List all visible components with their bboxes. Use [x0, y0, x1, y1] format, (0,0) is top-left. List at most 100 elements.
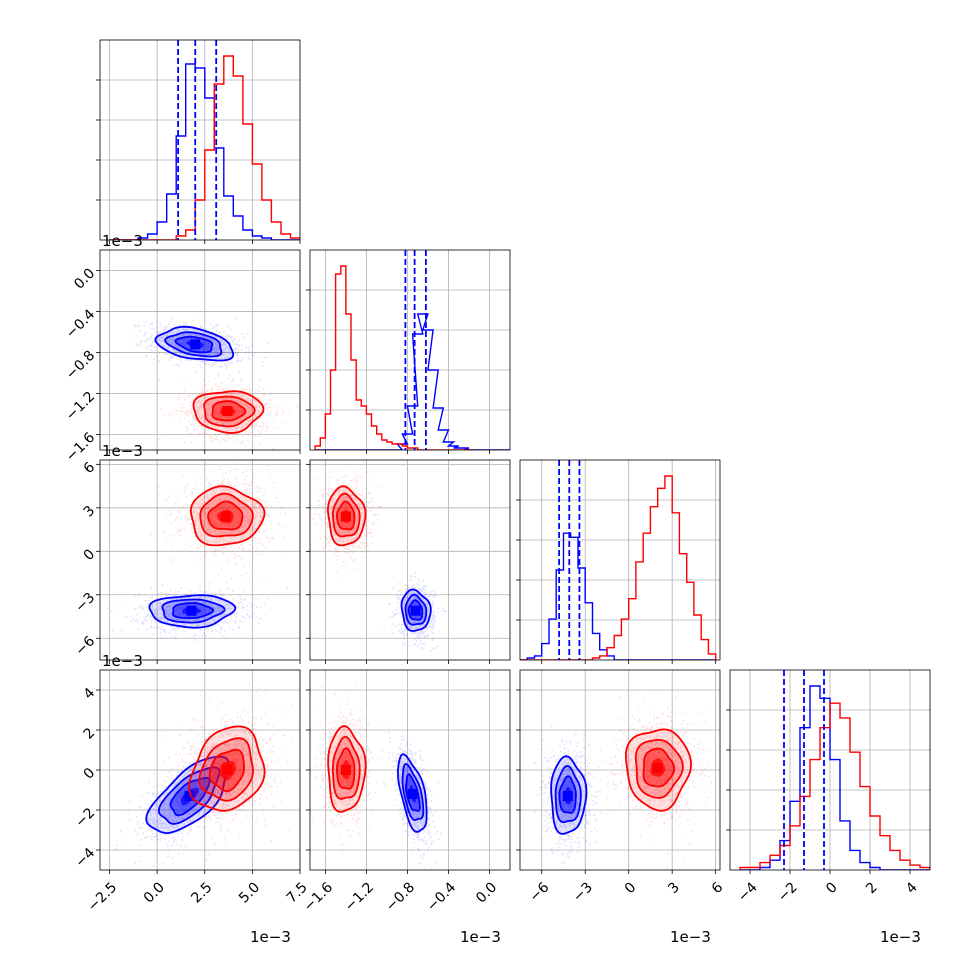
contour-blue	[405, 773, 421, 812]
y-offset-label: 1e−3	[102, 442, 143, 460]
contour-blue	[148, 594, 237, 629]
contour-red	[634, 739, 684, 799]
density-peak-red	[652, 763, 663, 773]
contour-red	[189, 485, 266, 547]
contour-red	[332, 735, 361, 800]
x-tick-label: −2.5	[85, 879, 120, 914]
x-tick-label: 2.5	[188, 879, 215, 906]
panel-frame-v2-v2	[309, 249, 511, 451]
contour-blue	[404, 593, 428, 626]
x-tick-label: 3	[665, 879, 683, 897]
x-offset-label: 1e−3	[670, 928, 711, 946]
contour-red	[327, 725, 367, 813]
y-tick-label: −0.8	[63, 348, 98, 383]
contour-blue	[554, 765, 582, 823]
density-peak-blue	[562, 791, 573, 801]
y-tick-label: −4	[72, 845, 98, 871]
y-tick-label: 6	[81, 459, 99, 477]
contour-blue	[401, 763, 425, 821]
contour-red	[326, 485, 367, 547]
y-tick-label: 3	[81, 503, 99, 521]
contour-blue	[407, 599, 424, 621]
y-tick-label: 4	[81, 685, 99, 703]
histogram-step-blue	[520, 532, 716, 660]
x-tick-label: −4	[735, 879, 761, 905]
density-peak-blue	[190, 339, 201, 350]
histogram-v4	[730, 670, 930, 870]
contour-blue	[550, 755, 588, 835]
density-peak-red	[340, 765, 351, 775]
contour-blue	[169, 776, 211, 817]
histogram-step-blue	[109, 63, 300, 240]
panel-frame-v1-v1	[99, 39, 301, 241]
contour-blue	[558, 775, 577, 814]
density-peak-red	[222, 765, 233, 775]
histogram-step-blue	[315, 313, 510, 450]
x-tick-label: 4	[903, 879, 921, 897]
panel-v1-v4	[100, 670, 300, 870]
histogram-v2	[310, 250, 510, 450]
panel-frame-v2-v3	[309, 459, 511, 661]
density-peak-red	[222, 406, 233, 417]
histogram-v1	[100, 40, 300, 240]
density-peak-red	[220, 511, 231, 522]
contour-red	[192, 390, 265, 434]
histogram-step-red	[109, 55, 300, 240]
contour-blue	[171, 602, 215, 619]
y-tick-label: 0	[81, 765, 99, 783]
y-offset-label: 1e−3	[102, 652, 143, 670]
contour-red	[336, 500, 356, 531]
contour-blue	[174, 335, 214, 354]
histogram-v3	[520, 460, 720, 660]
contour-red	[336, 747, 356, 790]
contour-red	[332, 492, 361, 538]
x-tick-label: −1.2	[342, 879, 377, 914]
panel-v2-v4	[310, 670, 510, 870]
panel-v2-v3	[310, 460, 510, 660]
contour-blue	[164, 331, 223, 358]
x-tick-label: −3	[570, 879, 596, 905]
x-tick-label: 0	[823, 879, 841, 897]
x-tick-label: 6	[709, 879, 727, 897]
x-tick-label: −1.6	[301, 879, 336, 914]
panel-frame-v1-v3	[99, 459, 301, 661]
y-tick-label: −3	[72, 590, 98, 616]
x-tick-label: −6	[527, 879, 553, 905]
contour-red	[203, 395, 256, 428]
x-tick-label: −0.4	[424, 879, 459, 914]
x-offset-label: 1e−3	[250, 928, 291, 946]
histogram-step-red	[314, 265, 475, 450]
y-tick-label: −2	[72, 805, 98, 831]
contour-red	[188, 725, 266, 812]
y-tick-label: −1.6	[63, 430, 98, 465]
panel-frame-v1-v2	[99, 249, 301, 451]
panel-frame-v3-v3	[519, 459, 721, 661]
histogram-step-red	[739, 702, 930, 870]
y-tick-label: 2	[81, 725, 99, 743]
contour-red	[208, 748, 246, 793]
x-tick-label: 0.0	[473, 879, 500, 906]
x-tick-label: 2	[863, 879, 881, 897]
contour-red	[199, 492, 254, 538]
contour-blue	[154, 325, 235, 362]
scatter-blue	[100, 317, 269, 382]
y-tick-label: −1.2	[63, 389, 98, 424]
histogram-step-blue	[740, 685, 930, 870]
scatter-red	[150, 462, 287, 582]
y-offset-label: 1e−3	[102, 232, 143, 250]
panel-v3-v4	[520, 670, 720, 870]
panel-v1-v3	[100, 460, 300, 660]
x-offset-label: 1e−3	[880, 928, 921, 946]
contour-blue	[396, 753, 428, 833]
y-tick-label: −6	[72, 633, 98, 659]
y-tick-label: 0	[81, 546, 99, 564]
panel-v1-v2	[100, 250, 300, 450]
density-peak-blue	[186, 605, 197, 616]
histogram-step-red	[520, 475, 717, 660]
contour-blue	[145, 755, 230, 835]
x-tick-label: 0.0	[141, 879, 168, 906]
scatter-red	[598, 693, 716, 869]
contour-red	[211, 400, 247, 422]
x-offset-label: 1e−3	[460, 928, 501, 946]
